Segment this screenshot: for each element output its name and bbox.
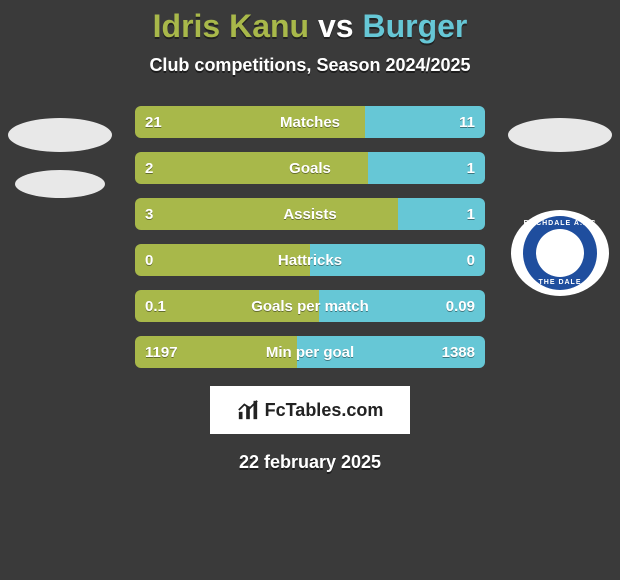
- date-label: 22 february 2025: [239, 452, 381, 473]
- stat-left-value: 0.1: [135, 290, 319, 322]
- page-title: Idris Kanu vs Burger: [153, 8, 468, 45]
- main-row: 2111Matches 21Goals 31Assists 00Hattricks 0.…: [0, 106, 620, 368]
- stat-row-hattricks: 00Hattricks: [135, 244, 485, 276]
- stat-right-value: 1388: [297, 336, 485, 368]
- right-ellipse-1: [508, 118, 612, 152]
- title-player2: Burger: [362, 8, 467, 44]
- stat-row-goals: 21Goals: [135, 152, 485, 184]
- stat-left-value: 0: [135, 244, 310, 276]
- comparison-card: Idris Kanu vs Burger Club competitions, …: [0, 0, 620, 580]
- stat-left-value: 2: [135, 152, 368, 184]
- stat-right-value: 1: [368, 152, 485, 184]
- stat-left-value: 21: [135, 106, 365, 138]
- fctables-label: FcTables.com: [265, 400, 384, 421]
- stat-left-value: 1197: [135, 336, 297, 368]
- stat-row-matches: 2111Matches: [135, 106, 485, 138]
- stat-right-value: 0: [310, 244, 485, 276]
- stat-right-value: 11: [365, 106, 485, 138]
- fctables-watermark: FcTables.com: [210, 386, 410, 434]
- stat-row-min-per-goal: 11971388Min per goal: [135, 336, 485, 368]
- left-ellipse-1: [8, 118, 112, 152]
- title-vs: vs: [318, 8, 354, 44]
- club-badge-bottom-text: THE DALE: [539, 279, 582, 286]
- club-badge-top-text: ROCHDALE A.F.C: [524, 220, 597, 227]
- club-badge: ROCHDALE A.F.C THE DALE: [511, 210, 609, 296]
- left-badge-column: [5, 106, 115, 198]
- stat-right-value: 1: [398, 198, 486, 230]
- stat-row-assists: 31Assists: [135, 198, 485, 230]
- left-ellipse-2: [15, 170, 105, 198]
- stat-bars: 2111Matches 21Goals 31Assists 00Hattricks 0.…: [135, 106, 485, 368]
- fctables-logo-icon: [237, 399, 259, 421]
- title-player1: Idris Kanu: [153, 8, 309, 44]
- club-badge-center: [536, 229, 584, 277]
- stat-right-value: 0.09: [319, 290, 485, 322]
- club-badge-ring: ROCHDALE A.F.C THE DALE: [523, 216, 597, 290]
- subtitle: Club competitions, Season 2024/2025: [149, 55, 470, 76]
- right-badge-column: ROCHDALE A.F.C THE DALE: [505, 106, 615, 296]
- stat-left-value: 3: [135, 198, 398, 230]
- stat-row-goals-per-match: 0.10.09Goals per match: [135, 290, 485, 322]
